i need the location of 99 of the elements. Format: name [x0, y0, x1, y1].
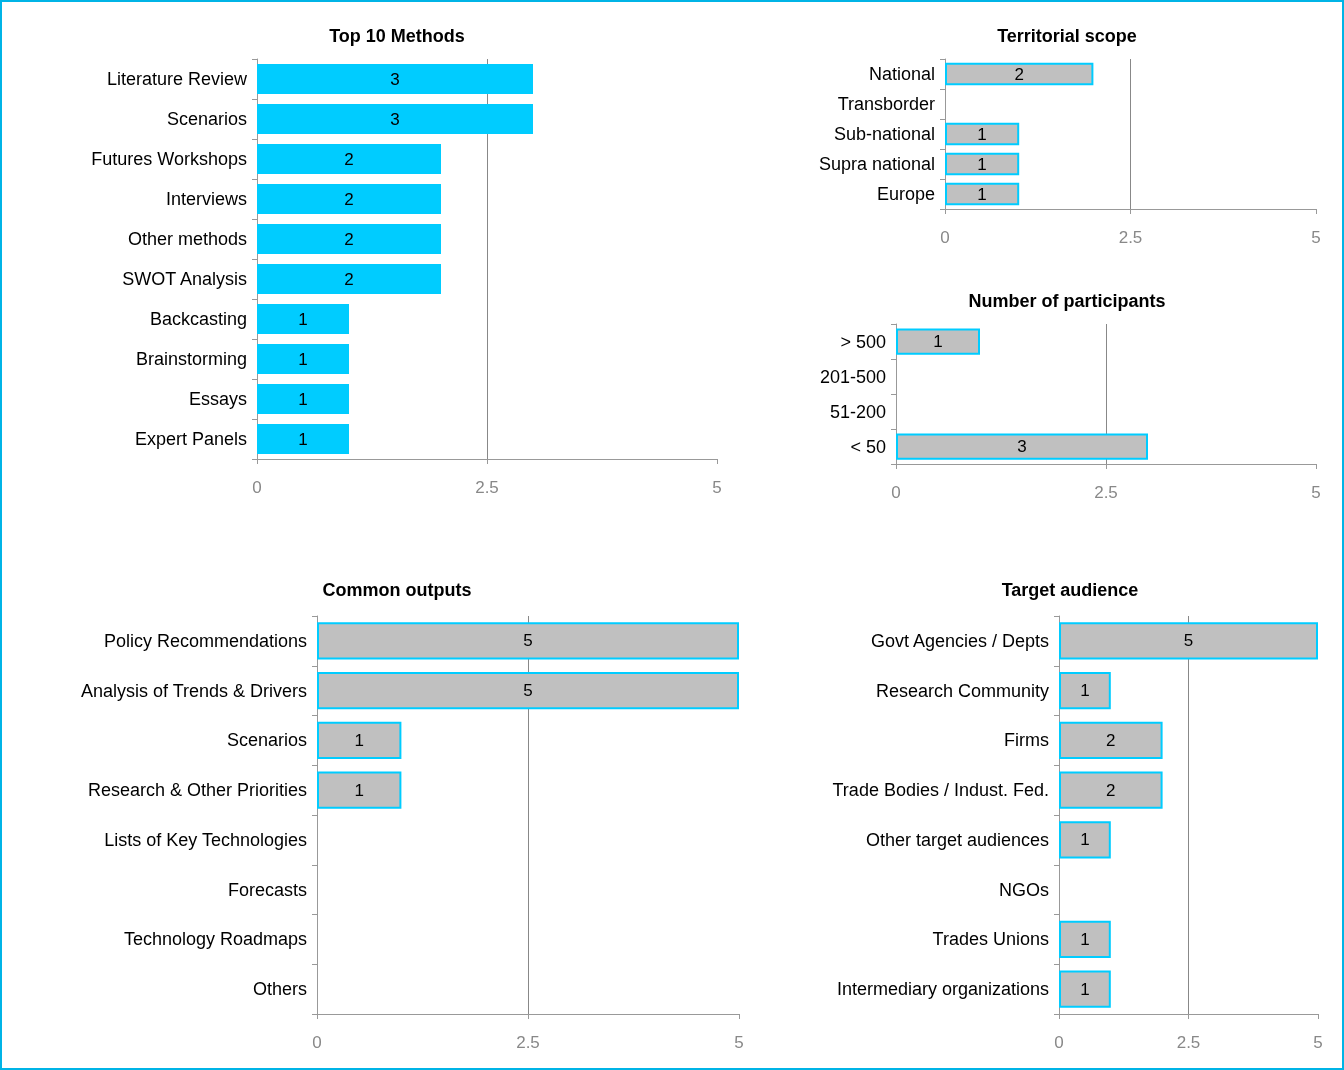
- bar: [257, 144, 441, 174]
- chart-title: Common outputs: [322, 580, 472, 600]
- y-tick-label: < 50: [850, 436, 886, 457]
- x-tick-label: 5: [712, 478, 722, 497]
- y-tick-label: Transborder: [837, 94, 935, 114]
- data-label: 1: [298, 429, 308, 449]
- bar: [257, 224, 441, 254]
- y-tick-label: Others: [252, 979, 307, 1000]
- data-label: 1: [298, 389, 308, 409]
- chart-title: Number of participants: [968, 291, 1166, 311]
- y-tick-label: Essays: [188, 389, 247, 409]
- y-tick-label: Other methods: [127, 229, 247, 249]
- y-tick-label: Intermediary organizations: [836, 979, 1049, 1000]
- y-tick-label: Trades Unions: [932, 929, 1049, 950]
- data-label: 1: [298, 309, 308, 329]
- bar: [257, 424, 349, 454]
- data-label: 2: [344, 149, 354, 169]
- x-tick-label: 0: [1054, 1033, 1064, 1052]
- bar: [257, 184, 441, 214]
- y-tick-label: Technology Roadmaps: [123, 929, 307, 950]
- x-tick-label: 5: [1311, 228, 1321, 247]
- x-tick-label: 0: [312, 1033, 322, 1052]
- y-tick-label: 201-500: [819, 366, 886, 387]
- data-label: 1: [977, 124, 987, 144]
- data-label: 2: [1106, 730, 1116, 750]
- data-label: 1: [298, 349, 308, 369]
- data-label: 2: [1106, 780, 1116, 800]
- data-label: 1: [977, 184, 987, 204]
- x-tick-label: 5: [1311, 483, 1321, 502]
- y-tick-label: Research Community: [875, 680, 1049, 701]
- bar: [1059, 721, 1163, 760]
- bar: [1059, 771, 1163, 809]
- x-tick-label: 2.5: [516, 1033, 540, 1052]
- y-tick-label: National: [868, 64, 935, 84]
- data-label: 5: [1183, 631, 1194, 651]
- y-tick-label: SWOT Analysis: [122, 269, 247, 289]
- bar: [257, 104, 533, 134]
- bar: [257, 304, 349, 334]
- data-label: 1: [1080, 830, 1090, 850]
- data-label: 1: [977, 154, 987, 174]
- y-tick-label: > 500: [840, 331, 886, 352]
- data-label: 1: [1080, 929, 1090, 949]
- x-tick-label: 2.5: [475, 478, 499, 497]
- bar: [257, 64, 533, 94]
- y-tick-label: Scenarios: [226, 730, 307, 751]
- data-label: 2: [344, 269, 354, 289]
- x-tick-label: 0: [940, 228, 950, 247]
- data-label: 3: [1017, 437, 1027, 456]
- y-tick-label: Analysis of Trends & Drivers: [80, 680, 307, 701]
- data-label: 3: [390, 109, 400, 129]
- y-tick-label: Lists of Key Technologies: [104, 829, 307, 850]
- bar: [257, 384, 349, 414]
- y-tick-label: Expert Panels: [134, 429, 247, 449]
- data-label: 2: [344, 229, 354, 249]
- data-label: 1: [933, 332, 943, 351]
- bar: [1059, 622, 1318, 660]
- y-tick-label: Europe: [876, 184, 935, 204]
- bar: [257, 344, 349, 374]
- bar: [1059, 821, 1111, 859]
- y-tick-label: Other target audiences: [865, 829, 1049, 850]
- data-label: 2: [344, 189, 354, 209]
- y-tick-label: Supra national: [818, 154, 935, 174]
- data-label: 1: [354, 780, 364, 800]
- y-tick-label: Firms: [1004, 730, 1049, 751]
- y-tick-label: Backcasting: [149, 309, 247, 329]
- data-label: 5: [523, 631, 533, 651]
- x-tick-label: 2.5: [1094, 483, 1118, 502]
- y-tick-label: Futures Workshops: [91, 149, 247, 169]
- data-label: 1: [354, 730, 364, 750]
- y-tick-label: Policy Recommendations: [103, 630, 307, 651]
- y-tick-label: Forecasts: [227, 879, 307, 900]
- x-tick-label: 5: [734, 1033, 744, 1052]
- y-tick-label: NGOs: [998, 879, 1049, 900]
- chart-title: Territorial scope: [997, 26, 1137, 46]
- chart-title: Target audience: [1001, 580, 1139, 600]
- y-tick-label: Interviews: [165, 189, 247, 209]
- data-label: 3: [390, 69, 400, 89]
- bar: [1059, 671, 1111, 710]
- bar: [1059, 920, 1111, 959]
- bar: [1059, 970, 1111, 1008]
- data-label: 1: [1080, 979, 1090, 999]
- x-tick-label: 0: [252, 478, 262, 497]
- y-tick-label: Literature Review: [106, 69, 248, 89]
- x-tick-label: 2.5: [1176, 1033, 1201, 1052]
- y-tick-label: 51-200: [829, 401, 886, 422]
- y-tick-label: Sub-national: [833, 124, 935, 144]
- x-tick-label: 5: [1313, 1033, 1323, 1052]
- y-tick-label: Research & Other Priorities: [87, 780, 307, 801]
- x-tick-label: 0: [891, 483, 901, 502]
- data-label: 2: [1014, 64, 1024, 84]
- bar: [257, 264, 441, 294]
- y-tick-label: Govt Agencies / Depts: [870, 630, 1049, 651]
- y-tick-label: Trade Bodies / Indust. Fed.: [832, 780, 1049, 801]
- data-label: 1: [1080, 681, 1090, 701]
- data-label: 5: [523, 681, 533, 701]
- y-tick-label: Brainstorming: [135, 349, 247, 369]
- y-tick-label: Scenarios: [166, 109, 247, 129]
- chart-title: Top 10 Methods: [329, 26, 465, 46]
- x-tick-label: 2.5: [1118, 228, 1143, 247]
